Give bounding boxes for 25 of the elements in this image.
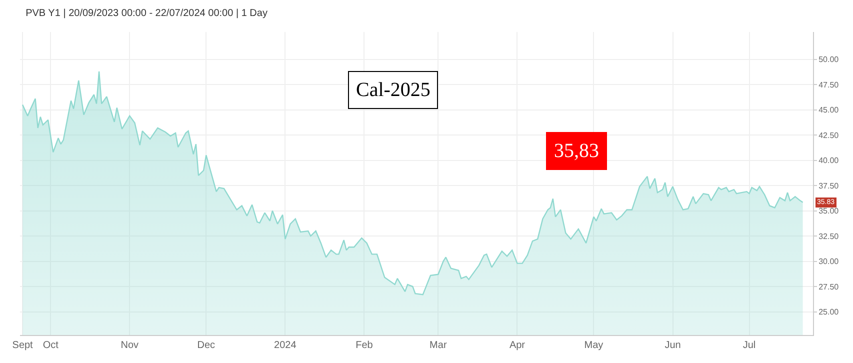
x-tick-label: 2024 [274, 340, 297, 351]
x-tick-label: Mar [430, 340, 448, 351]
annotation: Cal-2025 [356, 79, 430, 101]
chart-title: PVB Y1 | 20/09/2023 00:00 - 22/07/2024 00:00 | 1 Day [26, 8, 268, 20]
x-tick-label: Sept [12, 340, 34, 351]
x-tick-label: Oct [42, 340, 59, 351]
x-tick-label: Jul [742, 340, 756, 351]
y-tick-label: 42.50 [818, 130, 840, 140]
x-tick-label: Jun [664, 340, 681, 351]
y-tick-label: 37.50 [818, 181, 840, 190]
y-tick-label: 32.50 [818, 232, 840, 241]
y-tick-label: 47.50 [818, 80, 840, 90]
y-tick-label: 40.00 [818, 156, 840, 166]
annotation: 35,83 [554, 140, 599, 162]
y-tick-label: 27.50 [818, 282, 840, 292]
y-tick-label: 45.00 [818, 106, 840, 115]
x-tick-label: May [584, 340, 604, 351]
y-tick-label: 35.00 [818, 206, 840, 216]
x-tick-label: Dec [197, 340, 216, 351]
x-tick-label: Nov [120, 340, 139, 351]
y-tick-label: 50.00 [818, 55, 840, 64]
x-tick-label: Feb [356, 340, 374, 351]
x-tick-label: Apr [509, 340, 526, 351]
y-tick-label: 30.00 [818, 257, 840, 266]
y-tick-label: 25.00 [818, 308, 840, 317]
